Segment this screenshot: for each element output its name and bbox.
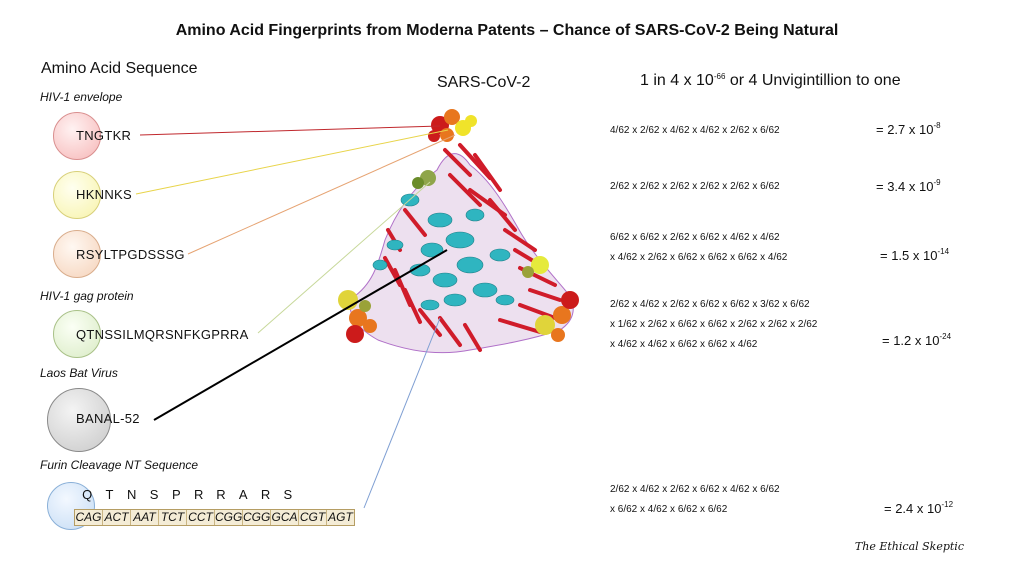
result-5: = 2.4 x 10-12: [884, 500, 954, 517]
connector-yellow: [135, 129, 449, 195]
furin-letter: P: [172, 487, 181, 502]
section-hiv-gag: HIV-1 gag protein: [40, 289, 134, 303]
circle-peach: [53, 230, 101, 278]
result-base: = 1.2 x 10: [882, 333, 940, 348]
connector-blue: [363, 317, 441, 509]
furin-codon: CGG: [215, 510, 243, 525]
calc-3: 6/62 x 6/62 x 2/62 x 6/62 x 4/62 x 4/62 …: [610, 228, 787, 268]
calc-line: 4/62 x 2/62 x 4/62 x 4/62 x 2/62 x 6/62: [610, 125, 780, 136]
sequence-qtnssilmqrsnfkgprra: QTNSSILMQRSNFKGPRRA: [76, 327, 249, 342]
circle-yellow: [53, 171, 101, 219]
headline-prefix: 1 in 4 x 10: [640, 72, 714, 89]
furin-codon: ACT: [103, 510, 131, 525]
furin-codon: CGG: [243, 510, 271, 525]
result-exponent: -12: [941, 500, 954, 509]
circle-red: [53, 112, 101, 160]
furin-codon: CAG: [75, 510, 103, 525]
sequence-hknnks: HKNNKS: [76, 187, 132, 202]
connector-green: [257, 181, 431, 334]
section-laos-bat: Laos Bat Virus: [40, 366, 118, 380]
calc-line: 2/62 x 4/62 x 2/62 x 6/62 x 6/62 x 3/62 …: [610, 299, 810, 310]
sequence-rsyltpgdsssg: RSYLTPGDSSSG: [76, 247, 185, 262]
furin-codons: CAG ACT AAT TCT CCT CGG CGG GCA CGT AGT: [74, 509, 355, 526]
furin-letter: S: [283, 487, 293, 502]
circle-green: [53, 310, 101, 358]
furin-letter: N: [127, 487, 137, 502]
result-3: = 1.5 x 10-14: [880, 247, 950, 264]
calc-line: x 1/62 x 2/62 x 6/62 x 6/62 x 2/62 x 2/6…: [610, 319, 818, 330]
headline-odds: 1 in 4 x 10-66 or 4 Unvigintillion to on…: [640, 72, 901, 90]
furin-codon: AAT: [131, 510, 159, 525]
result-exponent: -9: [933, 178, 941, 187]
result-base: = 1.5 x 10: [880, 248, 938, 263]
calc-4: 2/62 x 4/62 x 2/62 x 6/62 x 6/62 x 3/62 …: [610, 295, 817, 355]
signature: The Ethical Skeptic: [854, 540, 964, 553]
connector-lines: [135, 125, 456, 509]
furin-codon: CCT: [187, 510, 215, 525]
calc-line: 6/62 x 6/62 x 2/62 x 6/62 x 4/62 x 4/62: [610, 232, 780, 243]
circle-grey: [47, 388, 111, 452]
calc-line: 2/62 x 2/62 x 2/62 x 2/62 x 2/62 x 6/62: [610, 181, 780, 192]
result-base: = 2.4 x 10: [884, 501, 942, 516]
furin-letter: R: [260, 487, 271, 502]
furin-codon: TCT: [159, 510, 187, 525]
result-exponent: -14: [937, 247, 950, 256]
connector-red: [139, 125, 441, 136]
virus-label: SARS-CoV-2: [437, 74, 531, 91]
furin-letter: Q: [82, 487, 93, 502]
furin-codon: GCA: [271, 510, 299, 525]
furin-letter: S: [149, 487, 159, 502]
result-exponent: -8: [933, 121, 941, 130]
result-4: = 1.2 x 10-24: [882, 332, 952, 349]
result-exponent: -24: [939, 332, 952, 341]
connector-orange: [187, 134, 456, 255]
amino-acid-heading: Amino Acid Sequence: [41, 60, 198, 77]
section-hiv-envelope: HIV-1 envelope: [40, 90, 123, 104]
sequence-tngtkr: TNGTKR: [76, 128, 132, 143]
calc-2: 2/62 x 2/62 x 2/62 x 2/62 x 2/62 x 6/62: [610, 177, 780, 197]
calc-5: 2/62 x 4/62 x 2/62 x 6/62 x 4/62 x 6/62 …: [610, 480, 780, 520]
furin-letter: R: [193, 487, 204, 502]
connector-black: [153, 249, 448, 421]
calc-line: x 6/62 x 4/62 x 6/62 x 6/62: [610, 504, 728, 515]
furin-codon: CGT: [299, 510, 327, 525]
furin-letter: A: [238, 487, 248, 502]
calc-line: 2/62 x 4/62 x 2/62 x 6/62 x 4/62 x 6/62: [610, 484, 780, 495]
furin-letter: T: [105, 487, 114, 502]
section-furin: Furin Cleavage NT Sequence: [40, 458, 199, 472]
calc-line: x 4/62 x 4/62 x 6/62 x 6/62 x 4/62: [610, 339, 758, 350]
result-1: = 2.7 x 10-8: [876, 121, 941, 138]
calc-1: 4/62 x 2/62 x 4/62 x 4/62 x 2/62 x 6/62: [610, 121, 780, 141]
headline-exponent: -66: [713, 72, 726, 81]
result-base: = 2.7 x 10: [876, 122, 934, 137]
furin-letter: R: [216, 487, 226, 502]
sequence-banal-52: BANAL-52: [76, 411, 140, 426]
furin-codon: AGT: [328, 510, 353, 524]
headline-suffix: or 4 Unvigintillion to one: [725, 72, 901, 89]
calc-line: x 4/62 x 2/62 x 6/62 x 6/62 x 6/62 x 4/6…: [610, 252, 788, 263]
result-2: = 3.4 x 10-9: [876, 178, 941, 195]
result-base: = 3.4 x 10: [876, 179, 934, 194]
page-title: Amino Acid Fingerprints from Moderna Pat…: [175, 22, 839, 39]
